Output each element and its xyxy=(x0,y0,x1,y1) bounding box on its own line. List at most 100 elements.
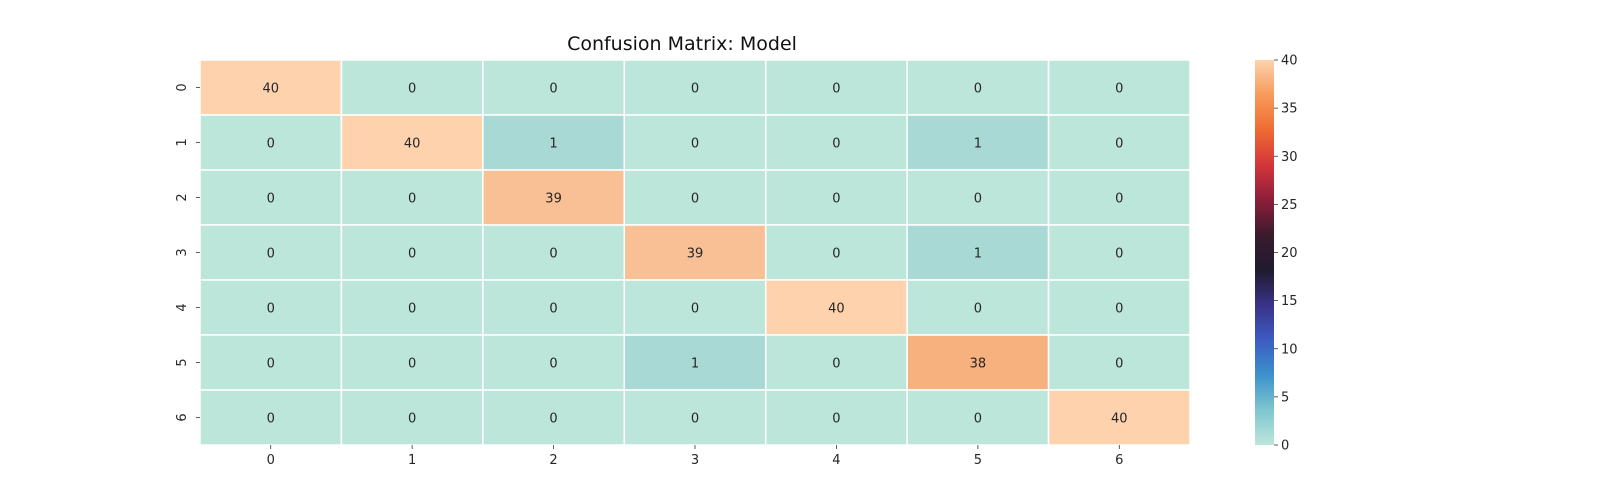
cell-value-label: 0 xyxy=(691,412,699,427)
cell-value-label: 39 xyxy=(687,247,704,262)
x-tick-label: 1 xyxy=(408,453,416,468)
cell-value-label: 0 xyxy=(408,192,416,207)
heatmap-cell xyxy=(482,279,626,336)
cell-value-label: 0 xyxy=(832,357,840,372)
cell-value-label: 0 xyxy=(974,82,982,97)
y-tick-label: 2 xyxy=(175,193,190,201)
colorbar-tick-label: 25 xyxy=(1281,198,1298,213)
heatmap-cell xyxy=(482,389,626,446)
heatmap-cell xyxy=(199,224,343,281)
cell-value-label: 1 xyxy=(974,247,982,262)
heatmap-cell xyxy=(906,169,1050,226)
cell-value-label: 0 xyxy=(408,247,416,262)
chart-title: Confusion Matrix: Model xyxy=(567,33,797,55)
colorbar-tick-label: 10 xyxy=(1281,342,1298,357)
cell-value-label: 0 xyxy=(408,302,416,317)
cell-value-label: 0 xyxy=(832,192,840,207)
colorbar-tick-label: 35 xyxy=(1281,102,1298,117)
heatmap-cell xyxy=(199,279,343,336)
cell-value-label: 0 xyxy=(1115,192,1123,207)
cell-value-label: 0 xyxy=(549,82,557,97)
heatmap-cell xyxy=(482,114,626,171)
colorbar-tick-label: 5 xyxy=(1281,390,1289,405)
x-axis-ticks: 0 1 2 3 4 5 6 xyxy=(267,445,1123,468)
cell-value-label: 40 xyxy=(828,302,845,317)
heatmap-cell xyxy=(1047,114,1191,171)
cell-value-label: 0 xyxy=(267,357,275,372)
heatmap-cell xyxy=(1047,224,1191,281)
colorbar-tick-label: 0 xyxy=(1281,439,1289,454)
cell-value-label: 40 xyxy=(262,82,279,97)
y-tick-label: 0 xyxy=(175,83,190,91)
x-tick-label: 5 xyxy=(974,453,982,468)
heatmap-cell xyxy=(623,334,767,391)
x-tick-label: 0 xyxy=(267,453,275,468)
cell-value-label: 39 xyxy=(545,192,562,207)
heatmap-cell xyxy=(199,389,343,446)
cell-value-label: 0 xyxy=(1115,82,1123,97)
cell-value-label: 40 xyxy=(404,137,421,152)
cell-value-label: 0 xyxy=(1115,137,1123,152)
y-tick-label: 1 xyxy=(175,138,190,146)
cell-value-label: 0 xyxy=(1115,302,1123,317)
colorbar-tick-label: 15 xyxy=(1281,294,1298,309)
y-tick-label: 4 xyxy=(175,303,190,311)
cell-value-label: 0 xyxy=(267,302,275,317)
heatmap-cell xyxy=(1047,389,1191,446)
cell-value-label: 0 xyxy=(974,192,982,207)
heatmap-cell xyxy=(1047,334,1191,391)
cell-value-label: 0 xyxy=(267,137,275,152)
cell-value-label: 1 xyxy=(691,357,699,372)
x-tick-label: 3 xyxy=(691,453,699,468)
colorbar: 0 5 10 15 20 25 30 35 40 xyxy=(1255,54,1298,454)
heatmap-cell xyxy=(906,389,1050,446)
heatmap-cells xyxy=(199,59,1191,446)
colorbar-gradient xyxy=(1255,60,1274,445)
heatmap-cell xyxy=(482,169,626,226)
cell-value-label: 0 xyxy=(408,357,416,372)
cell-value-label: 0 xyxy=(267,192,275,207)
heatmap-cell xyxy=(764,169,908,226)
cell-value-label: 0 xyxy=(549,357,557,372)
heatmap-cell xyxy=(764,114,908,171)
y-tick-label: 5 xyxy=(175,358,190,366)
cell-value-label: 0 xyxy=(691,137,699,152)
cell-value-label: 0 xyxy=(1115,247,1123,262)
heatmap-cell xyxy=(906,224,1050,281)
colorbar-tick-label: 30 xyxy=(1281,150,1298,165)
x-tick-label: 4 xyxy=(832,453,840,468)
cell-value-label: 1 xyxy=(974,137,982,152)
heatmap-annotations: 40 0 0 0 0 0 0 0 40 1 0 0 1 0 0 0 39 0 0 0 0 0 0 0 39 0 1 0 0 0 0 0 40 0 0… xyxy=(262,82,1127,427)
heatmap-cell xyxy=(623,389,767,446)
x-tick-label: 2 xyxy=(549,453,557,468)
cell-value-label: 0 xyxy=(832,247,840,262)
cell-value-label: 0 xyxy=(408,412,416,427)
cell-value-label: 0 xyxy=(691,192,699,207)
cell-value-label: 0 xyxy=(549,247,557,262)
y-tick-label: 3 xyxy=(175,248,190,256)
heatmap-cell xyxy=(764,389,908,446)
cell-value-label: 0 xyxy=(974,412,982,427)
y-axis-ticks: 0 1 2 3 4 5 6 xyxy=(175,83,200,422)
cell-value-label: 1 xyxy=(549,137,557,152)
heatmap-cell xyxy=(482,59,626,116)
colorbar-tick-label: 20 xyxy=(1281,246,1298,261)
colorbar-tick-label: 40 xyxy=(1281,54,1298,69)
heatmap-cell xyxy=(199,334,343,391)
cell-value-label: 0 xyxy=(832,412,840,427)
cell-value-label: 0 xyxy=(267,412,275,427)
cell-value-label: 0 xyxy=(549,412,557,427)
cell-value-label: 0 xyxy=(832,137,840,152)
heatmap-cell xyxy=(340,334,484,391)
cell-value-label: 0 xyxy=(691,302,699,317)
heatmap-cell xyxy=(340,59,484,116)
cell-value-label: 38 xyxy=(970,357,987,372)
cell-value-label: 0 xyxy=(974,302,982,317)
cell-value-label: 0 xyxy=(832,82,840,97)
cell-value-label: 0 xyxy=(549,302,557,317)
heatmap-cell xyxy=(906,59,1050,116)
heatmap-cell xyxy=(1047,169,1191,226)
heatmap-cell xyxy=(623,169,767,226)
